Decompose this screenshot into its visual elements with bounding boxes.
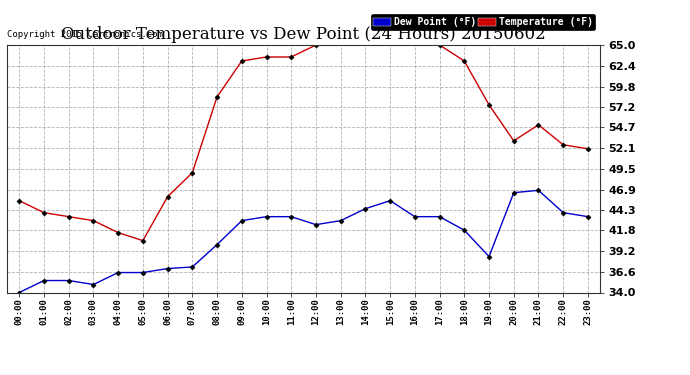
Title: Outdoor Temperature vs Dew Point (24 Hours) 20150602: Outdoor Temperature vs Dew Point (24 Hou… xyxy=(61,27,546,44)
Text: Copyright 2015 Cartronics.com: Copyright 2015 Cartronics.com xyxy=(7,30,163,39)
Legend: Dew Point (°F), Temperature (°F): Dew Point (°F), Temperature (°F) xyxy=(371,14,595,30)
